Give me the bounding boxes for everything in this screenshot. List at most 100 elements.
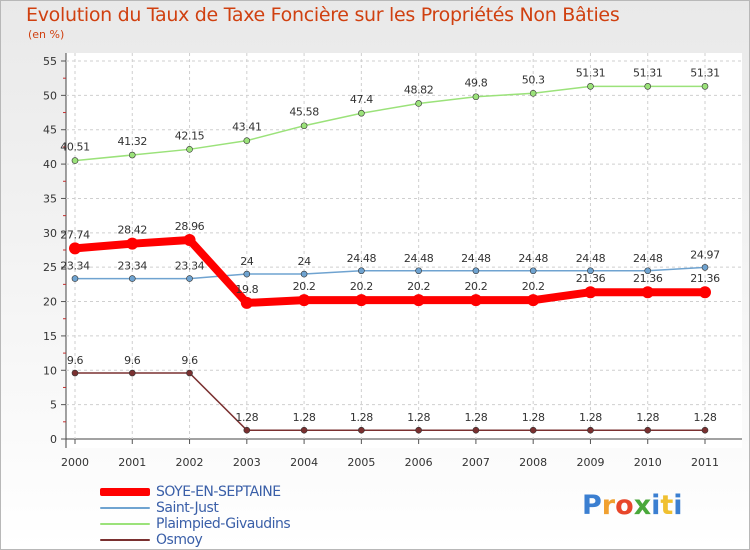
data-point bbox=[243, 137, 251, 144]
x-tick-label: 2005 bbox=[347, 456, 375, 469]
data-point bbox=[186, 146, 193, 153]
data-label: 23.34 bbox=[118, 260, 148, 273]
x-tick-label: 2004 bbox=[290, 456, 318, 469]
data-point bbox=[641, 286, 654, 299]
series-line-soye-en-septaine bbox=[71, 235, 709, 307]
data-point bbox=[71, 275, 79, 282]
data-label: 48.82 bbox=[404, 83, 434, 96]
data-point bbox=[527, 294, 540, 307]
data-label: 1.28 bbox=[235, 411, 258, 424]
data-point bbox=[71, 157, 79, 164]
data-label: 23.34 bbox=[60, 260, 90, 273]
data-point bbox=[472, 93, 480, 101]
data-point bbox=[183, 233, 196, 246]
data-label: 1.28 bbox=[293, 411, 316, 424]
data-label: 9.6 bbox=[67, 354, 84, 367]
data-point bbox=[415, 426, 422, 434]
x-tick-label: 2007 bbox=[462, 456, 490, 469]
data-point bbox=[472, 426, 480, 434]
data-label: 20.2 bbox=[522, 280, 545, 293]
legend-label: SOYE-EN-SEPTAINE bbox=[156, 484, 281, 500]
data-point bbox=[126, 237, 139, 250]
data-label: 50.3 bbox=[522, 73, 545, 86]
series-line-plaimpied-givaudins bbox=[74, 85, 706, 162]
proxiti-logo: Proxiti bbox=[582, 490, 683, 521]
data-label: 21.36 bbox=[690, 272, 720, 285]
data-label: 51.31 bbox=[576, 66, 606, 79]
data-label: 43.41 bbox=[232, 121, 262, 134]
data-label: 21.36 bbox=[633, 272, 663, 285]
series-line-saint-just bbox=[74, 266, 706, 280]
series-line-osmoy bbox=[74, 372, 706, 431]
y-tick-label: 35 bbox=[43, 192, 57, 205]
data-point bbox=[415, 267, 422, 275]
data-point bbox=[587, 426, 594, 434]
data-point bbox=[529, 426, 537, 434]
y-tick-label: 10 bbox=[43, 364, 57, 377]
legend-label: Plaimpied-Givaudins bbox=[156, 516, 291, 532]
data-label: 1.28 bbox=[636, 411, 659, 424]
data-point bbox=[358, 426, 365, 434]
data-point bbox=[300, 270, 308, 278]
data-point bbox=[69, 242, 81, 255]
data-label: 28.42 bbox=[118, 224, 148, 237]
data-label: 42.15 bbox=[175, 129, 205, 142]
data-label: 24 bbox=[297, 255, 311, 268]
data-label: 49.8 bbox=[464, 77, 487, 90]
data-point bbox=[298, 294, 311, 307]
data-point bbox=[412, 294, 425, 307]
data-label: 20.2 bbox=[464, 280, 487, 293]
data-label: 24.48 bbox=[461, 252, 491, 265]
data-label: 19.8 bbox=[235, 283, 258, 296]
data-point bbox=[644, 83, 652, 90]
data-point bbox=[128, 275, 136, 282]
data-label: 23.34 bbox=[175, 260, 205, 273]
data-label: 24.97 bbox=[690, 248, 720, 261]
data-point bbox=[128, 369, 136, 377]
data-label: 1.28 bbox=[407, 411, 430, 424]
data-point bbox=[701, 426, 709, 434]
data-point bbox=[186, 369, 193, 377]
data-label: 24.48 bbox=[576, 252, 606, 265]
data-point bbox=[529, 267, 537, 275]
data-label: 1.28 bbox=[464, 411, 487, 424]
data-point bbox=[358, 109, 365, 117]
data-label: 28.96 bbox=[175, 220, 205, 233]
data-label: 40.51 bbox=[60, 141, 90, 154]
data-point bbox=[644, 426, 652, 434]
data-label: 51.31 bbox=[633, 66, 663, 79]
data-label: 27.74 bbox=[60, 228, 90, 241]
x-tick-label: 2009 bbox=[576, 456, 604, 469]
data-label: 45.58 bbox=[289, 106, 319, 119]
data-point bbox=[584, 286, 597, 299]
x-tick-label: 2011 bbox=[691, 456, 719, 469]
data-point bbox=[243, 426, 251, 434]
data-point bbox=[644, 267, 652, 275]
data-point bbox=[415, 100, 422, 107]
x-tick-label: 2003 bbox=[233, 456, 261, 469]
data-point bbox=[243, 270, 251, 278]
data-point bbox=[240, 296, 253, 309]
data-point bbox=[186, 275, 193, 282]
y-tick-label: 15 bbox=[43, 330, 57, 343]
data-point bbox=[300, 122, 308, 130]
x-tick-label: 2001 bbox=[118, 456, 146, 469]
data-label: 20.2 bbox=[407, 280, 430, 293]
data-point bbox=[358, 267, 365, 275]
legend-label: Osmoy bbox=[156, 532, 203, 548]
legend-swatch bbox=[100, 507, 150, 509]
data-label: 20.2 bbox=[293, 280, 316, 293]
y-tick-label: 25 bbox=[43, 261, 57, 274]
data-label: 24.48 bbox=[404, 252, 434, 265]
data-point bbox=[529, 90, 537, 97]
data-point bbox=[699, 286, 711, 299]
y-tick-label: 55 bbox=[43, 55, 57, 68]
data-point bbox=[128, 151, 136, 159]
data-label: 20.2 bbox=[350, 280, 373, 293]
y-tick-label: 40 bbox=[43, 158, 57, 171]
y-tick-label: 20 bbox=[43, 296, 57, 309]
legend-swatch bbox=[100, 539, 150, 541]
data-label: 1.28 bbox=[522, 411, 545, 424]
y-tick-label: 30 bbox=[43, 227, 57, 240]
